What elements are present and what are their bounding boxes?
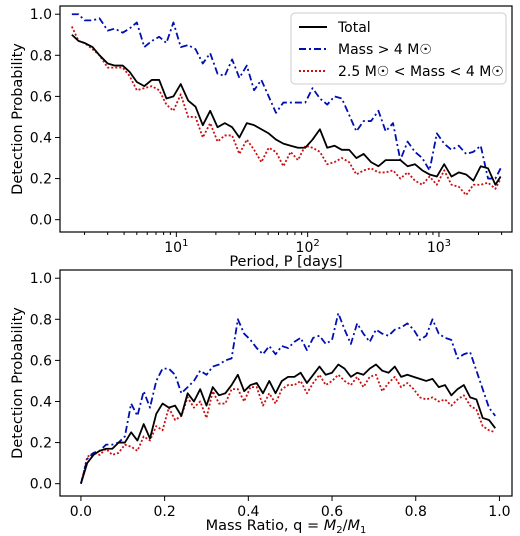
x-tick-label: 0.0 (70, 504, 92, 520)
y-tick-label: 1.0 (30, 7, 52, 23)
mass-ratio-x-axis-label: Mass Ratio, q = M2/M1 (206, 518, 367, 536)
y-tick-label: 0.8 (30, 48, 52, 64)
legend-box (290, 12, 507, 85)
x-tick-label: 101 (164, 238, 188, 256)
period-x-axis-label: Period, P [days] (229, 254, 342, 270)
legend-label-high-mass: Mass > 4 M☉ (338, 42, 432, 58)
series-line-mid-mass (71, 26, 502, 196)
mass-ratio-panel: Detection Probability 0.0 0.2 0.4 0.6 0.8 1.0… (10, 269, 513, 536)
x-tick-label: 0.8 (405, 504, 427, 520)
legend-label-mid-mass: 2.5 M☉ < Mass < 4 M☉ (338, 64, 504, 80)
series-line-mid-mass (80, 373, 496, 484)
legend-label-total: Total (337, 20, 371, 36)
period-panel: Detection Probability 0.0 0.2 0.4 0.6 0.8 1.0… (10, 5, 513, 270)
period-x-ticks: 101 102 103 (84, 232, 503, 256)
y-tick-label: 0.4 (30, 394, 52, 410)
period-y-axis-label: Detection Probability (10, 43, 26, 195)
y-tick-label: 0.0 (30, 213, 52, 229)
series-line-total (71, 34, 502, 186)
mass-ratio-series (80, 312, 496, 484)
period-series (71, 13, 502, 196)
series-line-total (80, 363, 496, 484)
legend: Total Mass > 4 M☉ 2.5 M☉ < Mass < 4 M☉ (290, 12, 507, 85)
y-tick-label: 0.2 (30, 436, 52, 452)
series-line-high-mass (80, 312, 496, 484)
mass-ratio-axes-frame (59, 269, 513, 497)
y-tick-label: 0.6 (30, 353, 52, 369)
x-tick-label: 0.4 (237, 504, 259, 520)
x-tick-label: 1.0 (488, 504, 510, 520)
x-tick-label: 0.6 (321, 504, 343, 520)
mass-ratio-y-ticks: 0.0 0.2 0.4 0.6 0.8 1.0 (30, 271, 60, 493)
x-tick-label: 103 (427, 238, 451, 256)
y-tick-label: 0.8 (30, 312, 52, 328)
y-tick-label: 0.6 (30, 89, 52, 105)
mass-ratio-y-axis-label: Detection Probability (10, 307, 26, 459)
y-tick-label: 0.2 (30, 172, 52, 188)
y-tick-label: 1.0 (30, 271, 52, 287)
period-y-ticks: 0.0 0.2 0.4 0.6 0.8 1.0 (30, 7, 60, 229)
x-tick-label: 102 (296, 238, 320, 256)
period-axes-frame (59, 5, 513, 233)
x-tick-label: 0.2 (153, 504, 175, 520)
mass-ratio-x-ticks: 0.0 0.2 0.4 0.6 0.8 1.0 (70, 496, 511, 520)
series-line-high-mass (71, 13, 502, 180)
y-tick-label: 0.4 (30, 130, 52, 146)
y-tick-label: 0.0 (30, 477, 52, 493)
